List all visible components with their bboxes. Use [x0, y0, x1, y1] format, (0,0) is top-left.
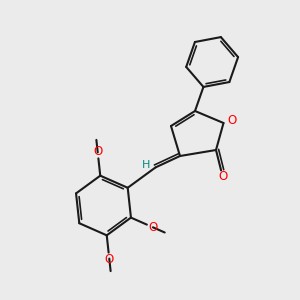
Text: H: H — [142, 160, 150, 170]
Text: O: O — [218, 170, 227, 183]
Text: O: O — [105, 253, 114, 266]
Text: O: O — [93, 145, 102, 158]
Text: O: O — [148, 221, 158, 234]
Text: O: O — [227, 113, 236, 127]
